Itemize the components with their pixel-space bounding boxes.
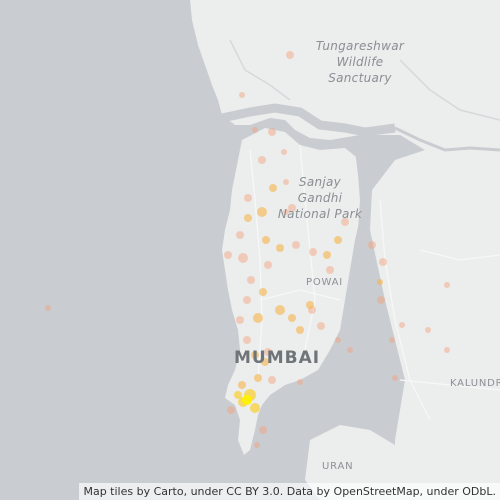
mumbai-label: MUMBAI (234, 348, 321, 368)
sanjay-line-3: National Park (277, 207, 363, 221)
powai-label: POWAI (306, 277, 344, 288)
sanjay-line-2: Gandhi (297, 191, 343, 205)
tungareshwar-line-3: Sanctuary (328, 71, 392, 85)
river-1 (229, 39, 291, 101)
river-2 (399, 59, 500, 121)
tungareshwar-label: Tungareshwar Wildlife Sanctuary (305, 38, 415, 86)
uran-label: URAN (322, 461, 354, 472)
mainland (190, 0, 500, 500)
ulhas-river (394, 126, 500, 152)
sanjay-gandhi-label: Sanjay Gandhi National Park (265, 174, 375, 222)
vasai-creek (221, 103, 396, 137)
tungareshwar-line-2: Wildlife (336, 55, 384, 69)
heatmap-layer (45, 51, 450, 448)
roads (249, 144, 500, 421)
kalundre-label: KALUNDR (450, 378, 500, 389)
uran-land (305, 425, 395, 500)
map-attribution: Map tiles by Carto, under CC BY 3.0. Dat… (79, 483, 500, 500)
sanjay-line-1: Sanjay (298, 175, 342, 189)
thane-creek (350, 140, 395, 370)
tungareshwar-line-1: Tungareshwar (315, 39, 405, 53)
